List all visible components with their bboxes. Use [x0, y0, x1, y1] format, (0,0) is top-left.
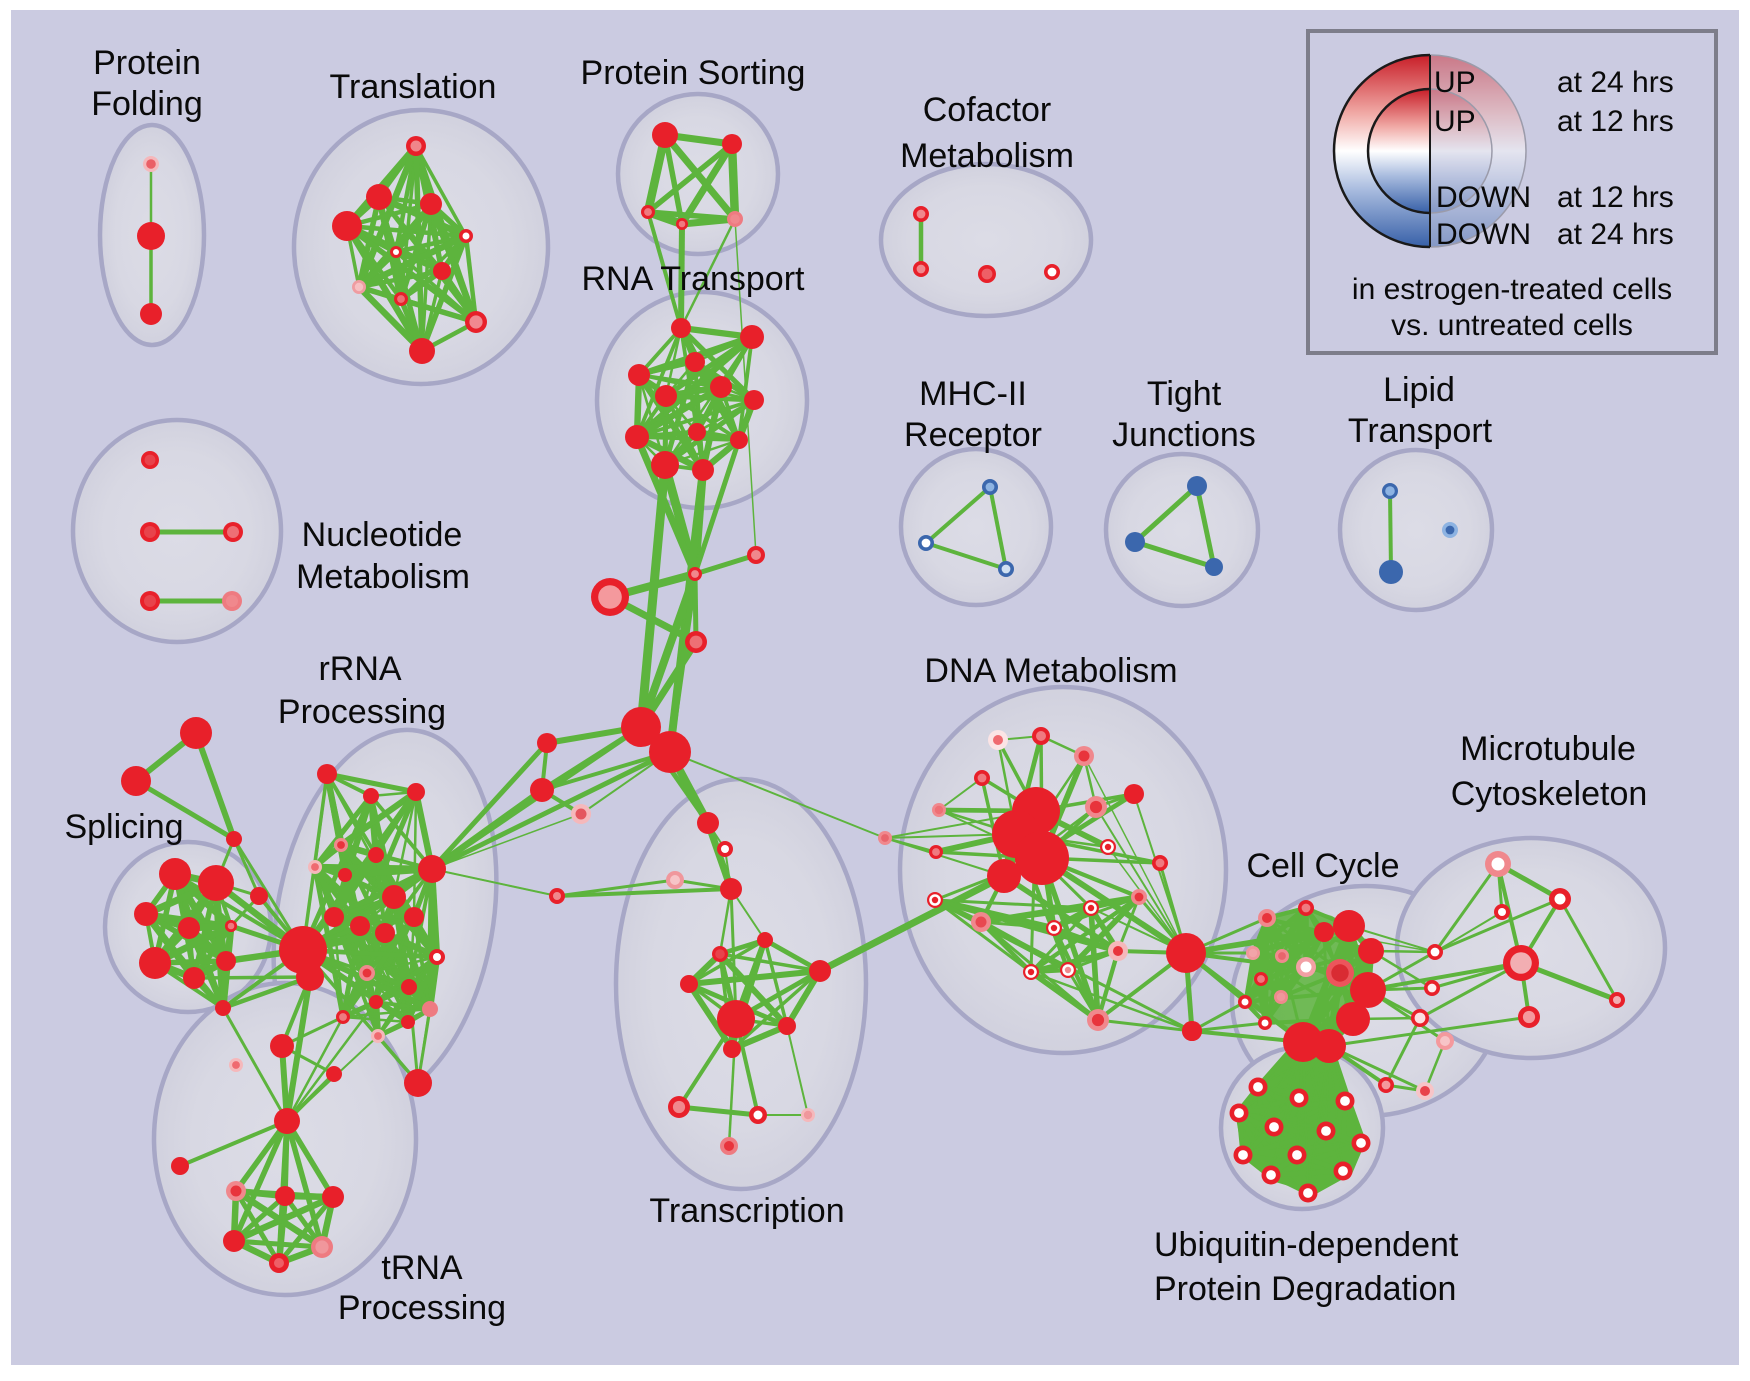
- svg-text:UP: UP: [1434, 66, 1476, 99]
- svg-text:Protein Sorting: Protein Sorting: [581, 54, 806, 92]
- svg-text:Receptor: Receptor: [904, 416, 1042, 454]
- svg-text:Splicing: Splicing: [64, 808, 183, 846]
- svg-text:Protein: Protein: [93, 44, 201, 82]
- svg-text:Processing: Processing: [278, 693, 446, 731]
- svg-text:DOWN: DOWN: [1436, 218, 1531, 251]
- svg-text:Metabolism: Metabolism: [296, 558, 470, 596]
- svg-text:Transcription: Transcription: [649, 1192, 844, 1230]
- svg-text:Protein Degradation: Protein Degradation: [1154, 1270, 1456, 1308]
- svg-text:tRNA: tRNA: [381, 1249, 463, 1287]
- svg-text:Folding: Folding: [91, 85, 203, 123]
- svg-text:Cell Cycle: Cell Cycle: [1246, 847, 1399, 885]
- svg-text:Processing: Processing: [338, 1289, 506, 1327]
- svg-text:Lipid: Lipid: [1383, 371, 1455, 409]
- svg-text:DOWN: DOWN: [1436, 181, 1531, 214]
- svg-text:Translation: Translation: [330, 68, 497, 106]
- svg-text:rRNA: rRNA: [318, 650, 401, 688]
- svg-text:Cytoskeleton: Cytoskeleton: [1451, 775, 1648, 813]
- svg-text:MHC-II: MHC-II: [919, 375, 1027, 413]
- svg-text:at 24 hrs: at 24 hrs: [1557, 218, 1674, 251]
- svg-text:in estrogen-treated cells: in estrogen-treated cells: [1352, 273, 1672, 306]
- svg-text:Cofactor: Cofactor: [923, 91, 1052, 129]
- svg-text:Junctions: Junctions: [1112, 416, 1256, 454]
- svg-text:at 12 hrs: at 12 hrs: [1557, 105, 1674, 138]
- svg-text:vs. untreated cells: vs. untreated cells: [1391, 309, 1633, 342]
- svg-text:at 12 hrs: at 12 hrs: [1557, 181, 1674, 214]
- svg-text:Tight: Tight: [1147, 375, 1222, 413]
- svg-text:UP: UP: [1434, 105, 1476, 138]
- svg-text:Metabolism: Metabolism: [900, 137, 1074, 175]
- svg-text:DNA Metabolism: DNA Metabolism: [924, 652, 1177, 690]
- svg-text:at 24 hrs: at 24 hrs: [1557, 66, 1674, 99]
- svg-text:Microtubule: Microtubule: [1460, 730, 1636, 768]
- svg-text:RNA Transport: RNA Transport: [582, 260, 806, 298]
- svg-text:Transport: Transport: [1348, 412, 1493, 450]
- svg-text:Ubiquitin-dependent: Ubiquitin-dependent: [1154, 1226, 1459, 1264]
- svg-text:Nucleotide: Nucleotide: [302, 516, 463, 554]
